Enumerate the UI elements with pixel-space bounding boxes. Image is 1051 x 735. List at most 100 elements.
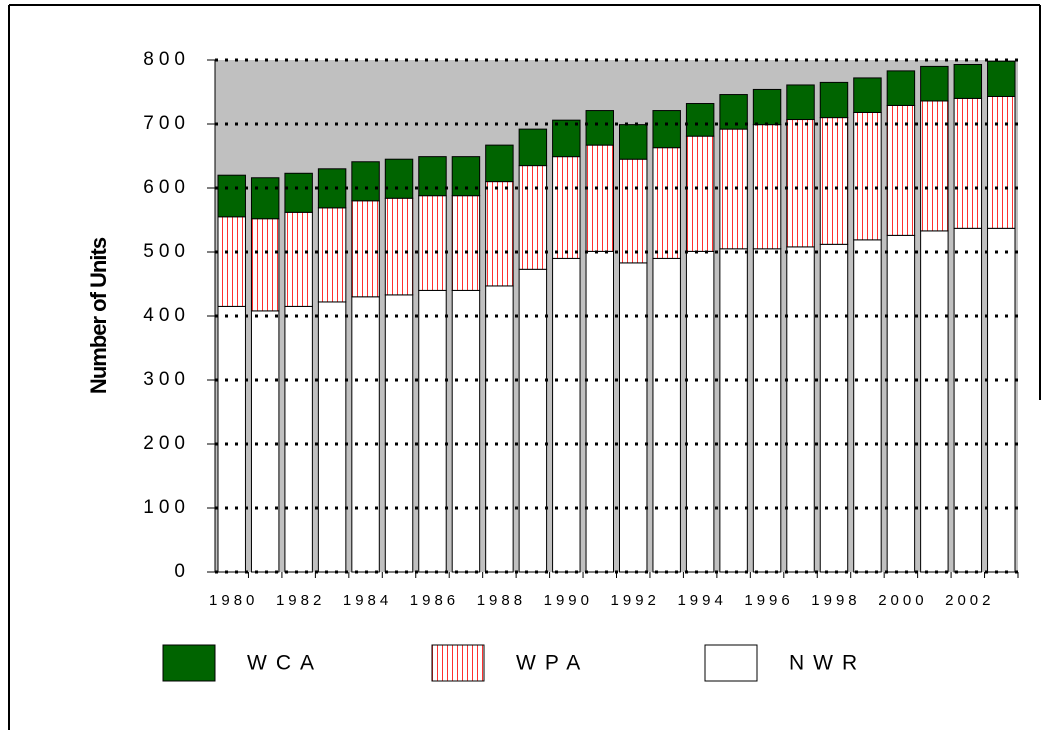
y-tick-label: 100 bbox=[143, 497, 190, 518]
legend-label: NWR bbox=[789, 652, 866, 675]
legend-swatch bbox=[162, 644, 216, 682]
bar-segment bbox=[752, 88, 782, 126]
bar-segment bbox=[552, 119, 581, 158]
x-tick-label: 1986 bbox=[410, 592, 459, 609]
y-tick-label: 700 bbox=[143, 113, 190, 134]
x-tick-label: 1992 bbox=[611, 592, 660, 609]
bar-segment bbox=[518, 128, 548, 167]
y-tick-label: 600 bbox=[143, 177, 190, 198]
bar-segment bbox=[250, 218, 280, 312]
bar-segment bbox=[786, 119, 815, 248]
bar-segment bbox=[518, 165, 548, 270]
bar-segment bbox=[451, 156, 481, 197]
bar-segment bbox=[652, 110, 681, 149]
bar-segment bbox=[418, 156, 447, 197]
bar-segment bbox=[585, 110, 615, 146]
bar-segment bbox=[853, 77, 882, 113]
x-tick-label: 1980 bbox=[209, 592, 258, 609]
bar-segment bbox=[819, 117, 849, 245]
bar-segment bbox=[719, 128, 748, 250]
bar-segment bbox=[920, 230, 949, 573]
bar-segment bbox=[418, 289, 447, 573]
bar-segment bbox=[719, 248, 748, 573]
bar-segment bbox=[451, 195, 481, 291]
x-tick-label: 1998 bbox=[811, 592, 860, 609]
bar-segment bbox=[752, 248, 782, 573]
bar-segment bbox=[485, 144, 514, 183]
bar-segment bbox=[317, 207, 347, 303]
legend-swatch bbox=[704, 644, 758, 682]
bar-segment bbox=[317, 301, 347, 573]
bar-segment bbox=[250, 310, 280, 573]
x-tick-label: 1994 bbox=[677, 592, 726, 609]
bar-segment bbox=[317, 168, 347, 209]
bar-segment bbox=[619, 158, 648, 264]
bar-segment bbox=[987, 60, 1016, 97]
bar-segment bbox=[384, 197, 414, 296]
bar-segment bbox=[652, 257, 681, 573]
bar-segment bbox=[518, 268, 548, 573]
bar-segment bbox=[719, 94, 748, 130]
bar-segment bbox=[284, 172, 313, 213]
bar-segment bbox=[685, 135, 715, 252]
x-tick-label: 1982 bbox=[276, 592, 325, 609]
y-tick-label: 200 bbox=[143, 433, 190, 454]
bar-segment bbox=[585, 144, 615, 252]
bar-segment bbox=[351, 200, 380, 298]
bar-segment bbox=[987, 95, 1016, 229]
legend-swatch bbox=[431, 644, 485, 682]
bar-segment bbox=[217, 216, 246, 307]
bar-segment bbox=[384, 158, 414, 199]
bar-segment bbox=[819, 243, 849, 573]
bar-segment bbox=[351, 161, 380, 202]
bar-segment bbox=[552, 156, 581, 259]
x-tick-label: 2000 bbox=[878, 592, 927, 609]
bar-segment bbox=[485, 181, 514, 287]
bar-segment bbox=[853, 239, 882, 573]
bar-segment bbox=[351, 296, 380, 573]
bar-segment bbox=[920, 100, 949, 232]
bar-segment bbox=[552, 257, 581, 573]
y-tick-label: 0 bbox=[174, 561, 190, 582]
x-tick-label: 2002 bbox=[945, 592, 994, 609]
bar-segment bbox=[284, 305, 313, 573]
bar-segment bbox=[953, 227, 983, 573]
bar-segment bbox=[451, 289, 481, 573]
y-tick-label: 500 bbox=[143, 241, 190, 262]
bar-segment bbox=[987, 227, 1016, 573]
x-tick-label: 1996 bbox=[744, 592, 793, 609]
bar-segment bbox=[886, 70, 916, 106]
bar-segment bbox=[920, 65, 949, 102]
bar-segment bbox=[953, 63, 983, 99]
bar-segment bbox=[685, 103, 715, 137]
bar-segment bbox=[217, 174, 246, 218]
legend-label: WCA bbox=[247, 652, 323, 675]
bar-segment bbox=[886, 234, 916, 573]
bar-segment bbox=[384, 294, 414, 573]
x-tick-label: 1990 bbox=[544, 592, 593, 609]
x-tick-label: 1988 bbox=[477, 592, 526, 609]
x-tick-label: 1984 bbox=[343, 592, 392, 609]
bar-segment bbox=[418, 195, 447, 291]
frame bbox=[8, 4, 1041, 730]
bar-segment bbox=[652, 147, 681, 259]
bar-segment bbox=[786, 84, 815, 121]
bar-segment bbox=[619, 124, 648, 160]
bar-segment bbox=[217, 305, 246, 573]
bar-segment bbox=[585, 250, 615, 573]
bar-segment bbox=[853, 111, 882, 241]
y-tick-label: 800 bbox=[143, 49, 190, 70]
y-tick-label: 300 bbox=[143, 369, 190, 390]
bar-segment bbox=[685, 250, 715, 573]
bar-segment bbox=[485, 285, 514, 573]
bar-segment bbox=[953, 97, 983, 229]
bar-segment bbox=[886, 104, 916, 236]
bar-segment bbox=[786, 246, 815, 573]
y-tick-label: 400 bbox=[143, 305, 190, 326]
bar-segment bbox=[284, 211, 313, 307]
bar-segment bbox=[250, 177, 280, 220]
legend-label: WPA bbox=[516, 652, 589, 675]
y-axis-label: Number of Units bbox=[86, 237, 111, 394]
bar-segment bbox=[619, 262, 648, 573]
